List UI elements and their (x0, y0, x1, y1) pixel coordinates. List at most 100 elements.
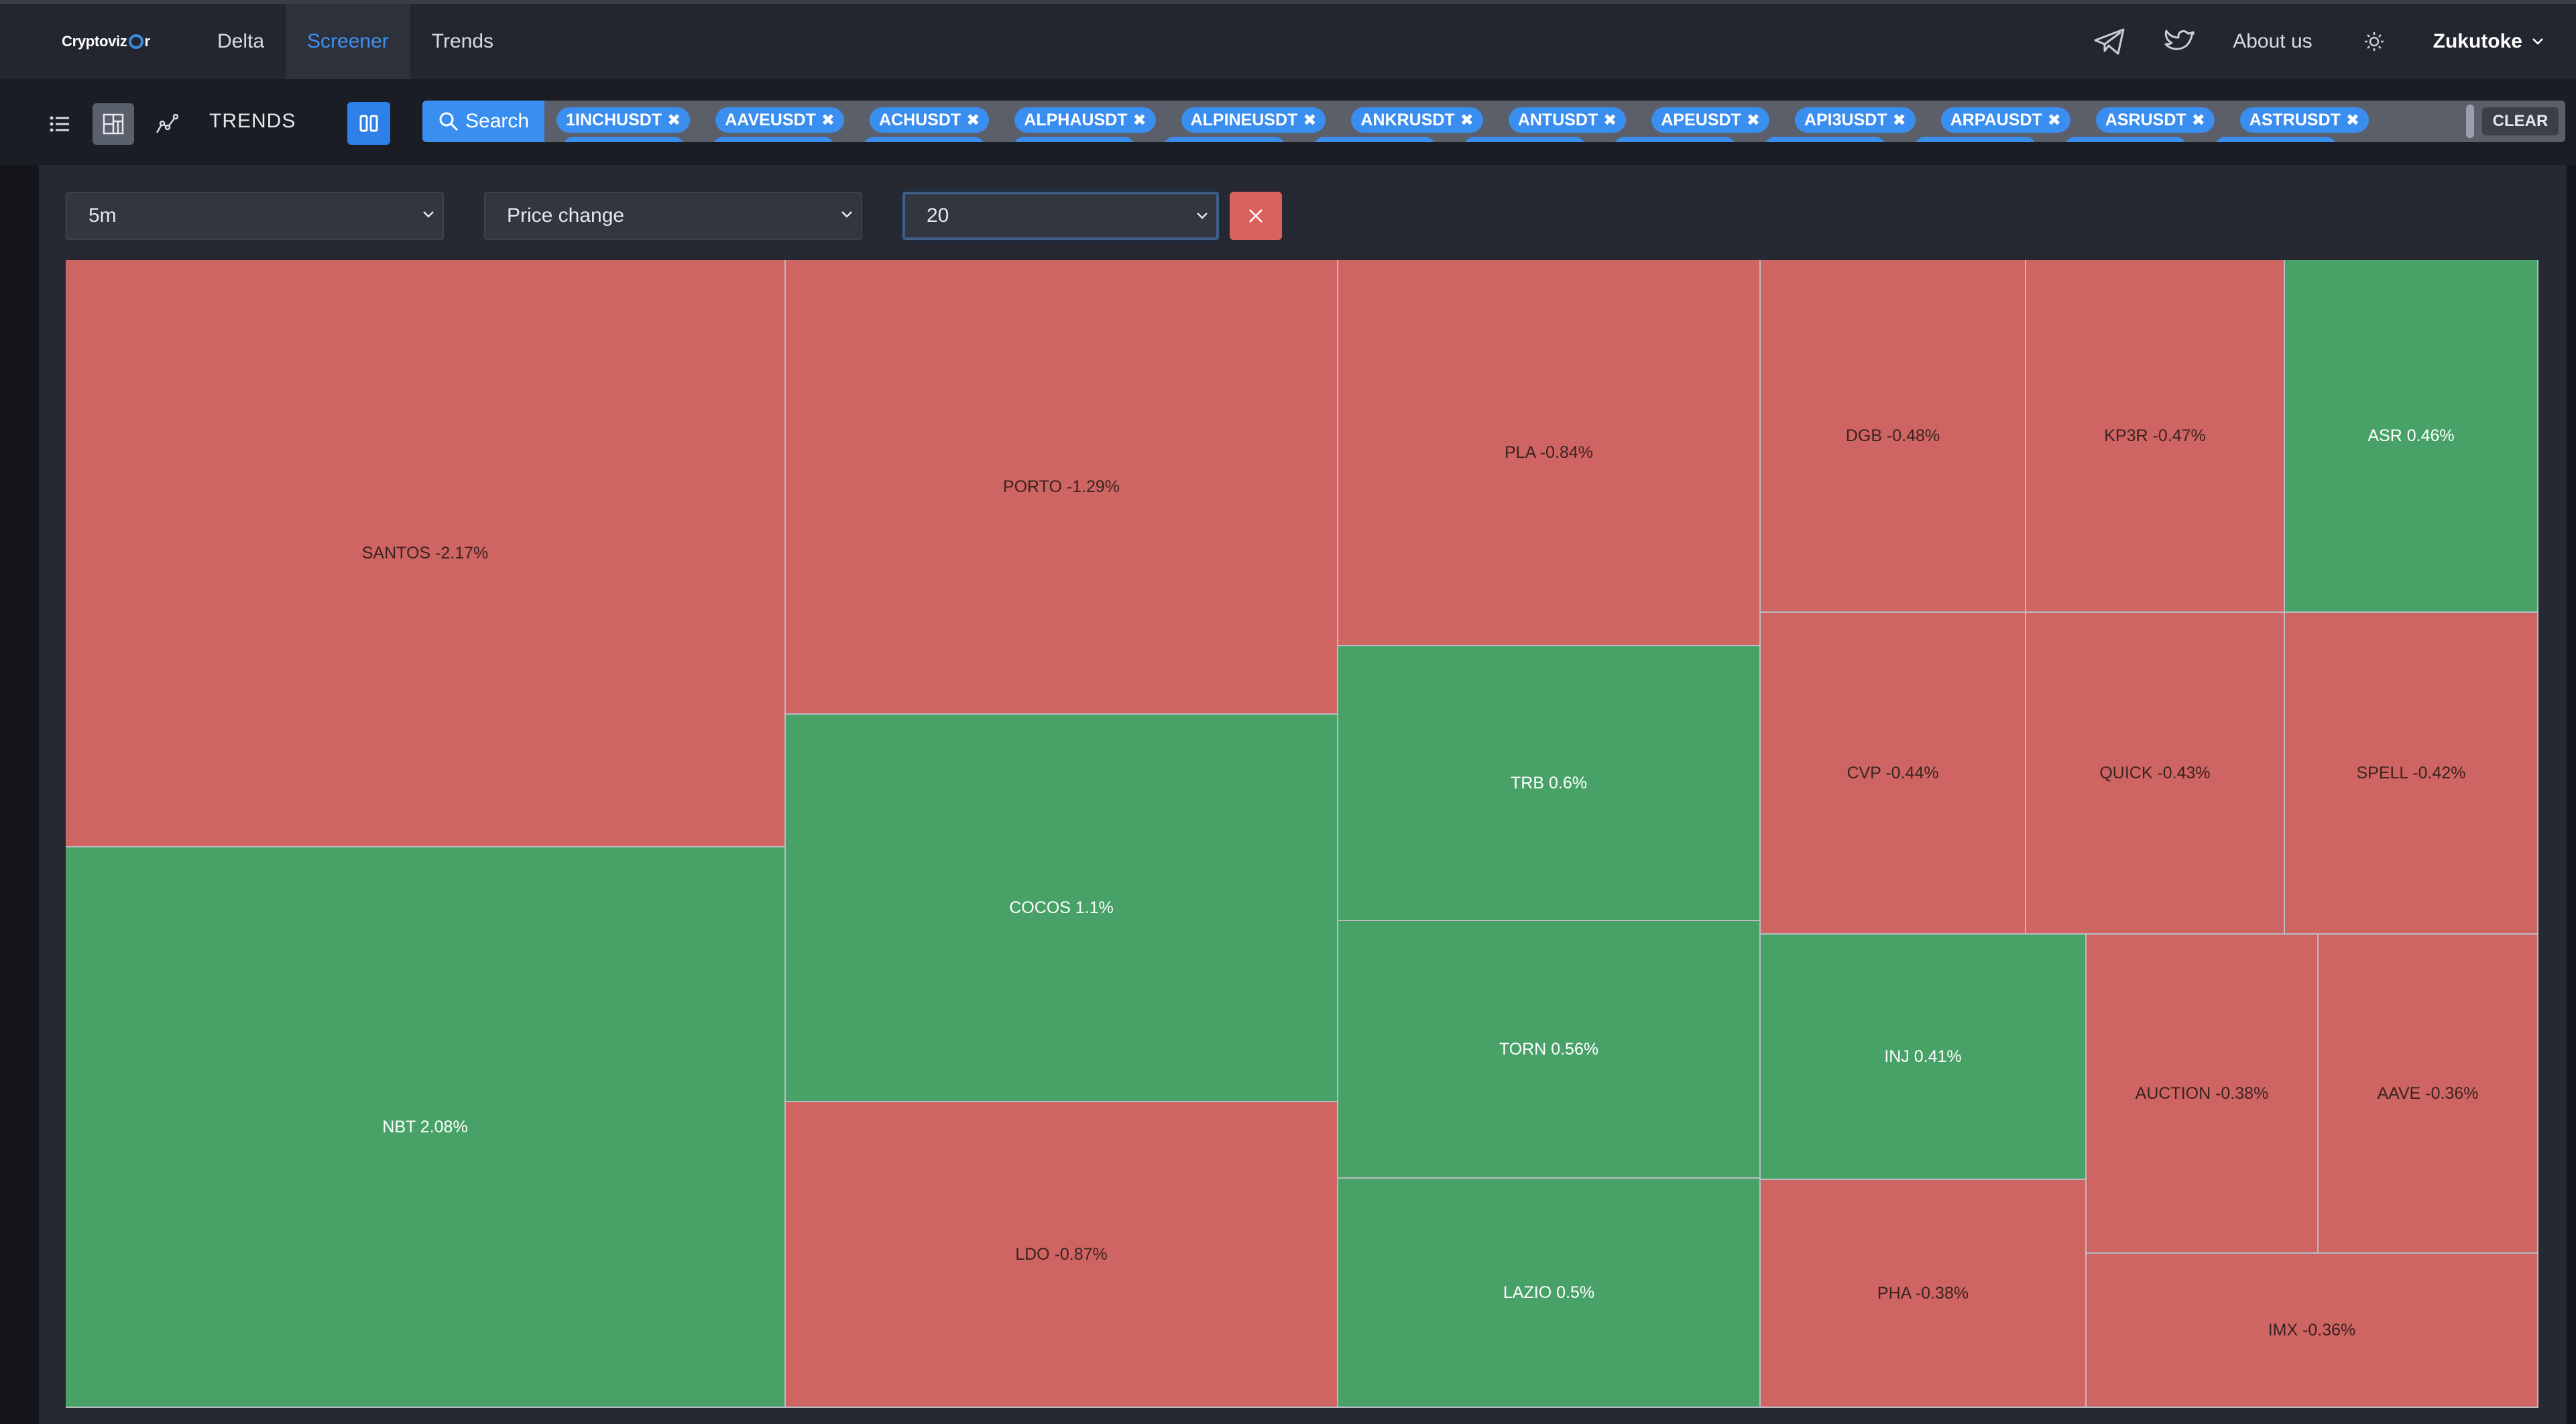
symbol-chip[interactable]: API3USDT ✖ (1794, 107, 1916, 133)
treemap-tile-trb[interactable]: TRB 0.6% (1338, 646, 1761, 921)
symbol-chip[interactable]: ANKRUSDT ✖ (1351, 107, 1483, 133)
symbol-chip[interactable]: ALPINEUSDT ✖ (1181, 107, 1326, 133)
treemap-tile-ldo[interactable]: LDO -0.87% (786, 1102, 1338, 1408)
chip-partial[interactable] (1615, 137, 1735, 142)
nav-link-screener[interactable]: Screener (286, 4, 410, 79)
symbol-chip-label: ASRUSDT (2105, 110, 2186, 129)
tile-label: DGB -0.48% (1845, 426, 1940, 445)
chip-partial[interactable] (563, 137, 684, 142)
chart-line-icon[interactable] (146, 103, 188, 145)
chip-remove-icon[interactable]: ✖ (2047, 111, 2061, 129)
treemap-tile-auction[interactable]: AUCTION -0.38% (2087, 935, 2319, 1254)
treemap-tile-dgb[interactable]: DGB -0.48% (1761, 260, 2026, 613)
treemap-tile-lazio[interactable]: LAZIO 0.5% (1338, 1179, 1761, 1408)
chip-remove-icon[interactable]: ✖ (1132, 111, 1147, 129)
trends-label[interactable]: TRENDS (209, 110, 296, 132)
columns-toggle-button[interactable] (347, 102, 390, 145)
chip-remove-icon[interactable]: ✖ (667, 111, 681, 129)
treemap-tile-aave[interactable]: AAVE -0.36% (2319, 935, 2538, 1254)
chip-partial[interactable] (2215, 137, 2336, 142)
telegram-icon[interactable] (2092, 24, 2127, 59)
tile-label: TORN 0.56% (1499, 1039, 1599, 1059)
symbol-chip[interactable]: ANTUSDT ✖ (1508, 107, 1627, 133)
chip-partial[interactable] (1464, 137, 1585, 142)
list-view-icon[interactable] (39, 103, 80, 145)
chip-partial[interactable] (713, 137, 834, 142)
tile-label: LAZIO 0.5% (1503, 1283, 1595, 1302)
treemap-tile-porto[interactable]: PORTO -1.29% (786, 260, 1338, 715)
tile-label: COCOS 1.1% (1009, 898, 1114, 917)
twitter-icon[interactable] (2162, 24, 2197, 59)
tile-label: NBT 2.08% (382, 1117, 468, 1136)
treemap-tile-pha[interactable]: PHA -0.38% (1761, 1180, 2087, 1408)
count-select[interactable]: 20 (902, 192, 1219, 240)
symbol-chip[interactable]: ALPHAUSDT ✖ (1014, 107, 1156, 133)
treemap-tile-quick[interactable]: QUICK -0.43% (2026, 613, 2285, 935)
treemap-tile-cocos[interactable]: COCOS 1.1% (786, 715, 1338, 1102)
treemap-tile-inj[interactable]: INJ 0.41% (1761, 935, 2087, 1180)
treemap-tile-nbt[interactable]: NBT 2.08% (66, 847, 786, 1408)
treemap-tile-cvp[interactable]: CVP -0.44% (1761, 613, 2026, 935)
chip-remove-icon[interactable]: ✖ (1303, 111, 1317, 129)
chip-remove-icon[interactable]: ✖ (1460, 111, 1474, 129)
chevron-down-icon (1197, 213, 1208, 219)
treemap-tile-imx[interactable]: IMX -0.36% (2087, 1254, 2538, 1408)
symbol-chips-overflow (563, 137, 2365, 142)
user-name: Zukutoke (2433, 30, 2522, 52)
chip-partial[interactable] (1164, 137, 1285, 142)
tile-label: AAVE -0.36% (2377, 1083, 2479, 1103)
chip-remove-icon[interactable]: ✖ (1746, 111, 1760, 129)
symbol-chip[interactable]: ASRUSDT ✖ (2095, 107, 2215, 133)
columns-icon (359, 115, 378, 132)
metric-select[interactable]: Price change (484, 192, 862, 240)
symbol-chip[interactable]: ACHUSDT ✖ (869, 107, 990, 133)
symbol-chip[interactable]: ASTRUSDT ✖ (2239, 107, 2369, 133)
chip-remove-icon[interactable]: ✖ (2191, 111, 2205, 129)
chevron-down-icon (841, 211, 852, 218)
treemap-tile-pla[interactable]: PLA -0.84% (1338, 260, 1761, 646)
logo[interactable]: Cryptoviz r (62, 33, 196, 50)
symbol-chip-label: ANTUSDT (1517, 110, 1598, 129)
tile-label: SANTOS -2.17% (361, 543, 489, 562)
reset-filters-button[interactable] (1230, 192, 1282, 240)
symbol-chips: 1INCHUSDT ✖ AAVEUSDT ✖ ACHUSDT ✖ ALPHAUSDT ✖ ALP… (557, 107, 2394, 133)
tile-label: KP3R -0.47% (2104, 426, 2206, 445)
symbol-chip-label: ACHUSDT (878, 110, 961, 129)
symbol-chip[interactable]: AAVEUSDT ✖ (715, 107, 844, 133)
chip-partial[interactable] (1014, 137, 1134, 142)
screener-panel: 5m Price change 20 SANTOS -2.17% NBT 2.0… (39, 165, 2567, 1424)
treemap-tile-torn[interactable]: TORN 0.56% (1338, 921, 1761, 1179)
search-button[interactable]: Search (422, 101, 544, 142)
chip-remove-icon[interactable]: ✖ (2345, 111, 2360, 129)
about-us-link[interactable]: About us (2233, 30, 2312, 52)
chip-partial[interactable] (1765, 137, 1885, 142)
screener-toolbar: TRENDS Search 1INCHUSDT ✖ AAVEUSDT ✖ ACHUSDT… (0, 79, 2576, 165)
chevron-down-icon (2532, 38, 2543, 45)
chips-scrollbar[interactable] (2466, 105, 2474, 138)
treemap-view-icon[interactable] (93, 103, 134, 145)
sun-icon[interactable] (2357, 24, 2392, 59)
symbol-chip-label: ANKRUSDT (1360, 110, 1455, 129)
chip-partial[interactable] (1915, 137, 2036, 142)
symbol-filter-bar[interactable]: Search 1INCHUSDT ✖ AAVEUSDT ✖ ACHUSDT ✖ ALPHAU… (422, 101, 2565, 142)
treemap-tile-spell[interactable]: SPELL -0.42% (2285, 613, 2538, 935)
chip-partial[interactable] (864, 137, 984, 142)
treemap-tile-asr[interactable]: ASR 0.46% (2285, 260, 2538, 613)
interval-select[interactable]: 5m (66, 192, 444, 240)
symbol-chip[interactable]: 1INCHUSDT ✖ (557, 107, 691, 133)
nav-link-delta[interactable]: Delta (217, 30, 265, 52)
user-menu[interactable]: Zukutoke (2433, 30, 2544, 53)
treemap-tile-kp3r[interactable]: KP3R -0.47% (2026, 260, 2285, 613)
chip-partial[interactable] (2065, 137, 2186, 142)
chip-partial[interactable] (1314, 137, 1435, 142)
treemap-tile-santos[interactable]: SANTOS -2.17% (66, 260, 786, 847)
chip-remove-icon[interactable]: ✖ (1603, 111, 1617, 129)
nav-link-trends[interactable]: Trends (431, 30, 494, 52)
chip-remove-icon[interactable]: ✖ (1892, 111, 1906, 129)
metric-select-value: Price change (507, 204, 625, 227)
symbol-chip[interactable]: APEUSDT ✖ (1651, 107, 1769, 133)
chip-remove-icon[interactable]: ✖ (821, 111, 835, 129)
chip-remove-icon[interactable]: ✖ (966, 111, 980, 129)
symbol-chip[interactable]: ARPAUSDT ✖ (1940, 107, 2070, 133)
clear-button[interactable]: CLEAR (2482, 107, 2559, 135)
